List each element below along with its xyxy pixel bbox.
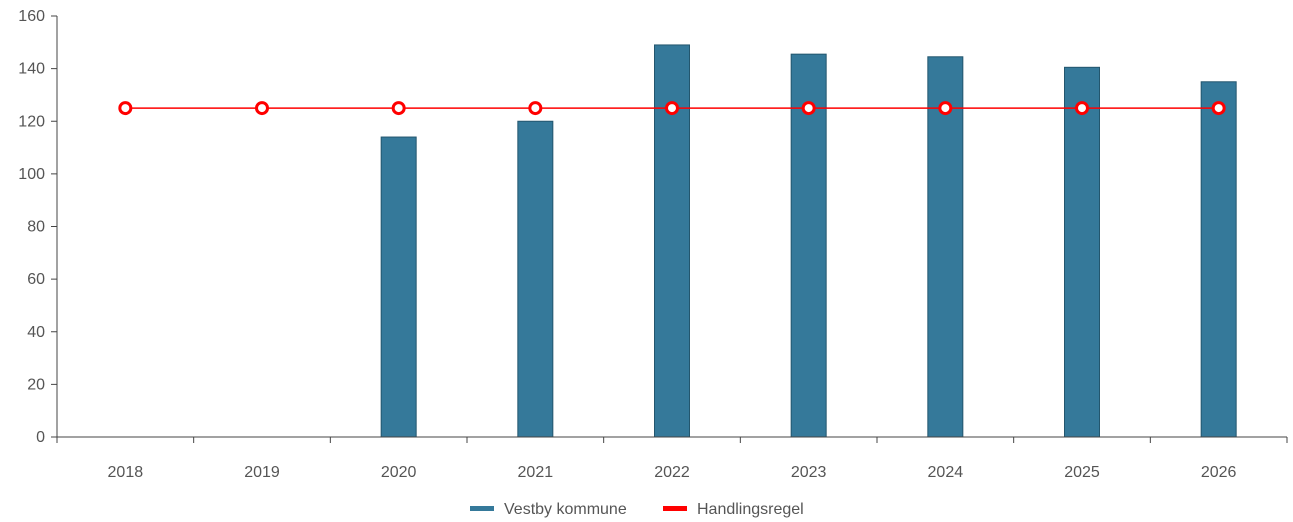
x-tick-label: 2019 <box>244 464 280 481</box>
bar-2026[interactable] <box>1200 81 1237 438</box>
line-point-2018[interactable] <box>118 101 133 116</box>
y-tick-label: 100 <box>18 166 45 183</box>
line-point-2020[interactable] <box>391 101 406 116</box>
line-point-2021[interactable] <box>528 101 543 116</box>
y-tick-label: 40 <box>27 324 45 341</box>
x-tick-label: 2021 <box>518 464 554 481</box>
y-tick-label: 160 <box>18 8 45 25</box>
legend-label-bar[interactable]: Vestby kommune <box>504 501 627 518</box>
legend-swatch-bar[interactable] <box>470 506 494 511</box>
y-tick-label: 120 <box>18 113 45 130</box>
y-tick-label: 0 <box>36 429 45 446</box>
y-tick-label: 20 <box>27 376 45 393</box>
bars-layer <box>380 44 1237 438</box>
y-tick-label: 60 <box>27 271 45 288</box>
x-tick-label: 2022 <box>654 464 690 481</box>
bar-2020[interactable] <box>380 136 417 438</box>
x-tick-label: 2024 <box>928 464 964 481</box>
line-point-2019[interactable] <box>255 101 269 116</box>
y-tick-label: 140 <box>18 61 45 78</box>
line-point-2025[interactable] <box>1075 101 1089 116</box>
y-tick-label: 80 <box>27 219 45 236</box>
x-tick-label: 2026 <box>1201 464 1237 481</box>
legend-label-line[interactable]: Handlingsregel <box>697 501 804 518</box>
line-point-2024[interactable] <box>938 101 953 116</box>
line-layer <box>118 101 1226 116</box>
legend: Vestby kommune Handlingsregel <box>470 501 804 518</box>
x-tick-label: 2018 <box>108 464 144 481</box>
x-tick-label: 2025 <box>1064 464 1100 481</box>
line-point-2023[interactable] <box>801 101 816 116</box>
axes-layer: 0 20 40 60 80 100 120 140 160 2018 2019 2020 2021 202… <box>18 8 1288 481</box>
line-point-2026[interactable] <box>1211 101 1226 116</box>
bar-2025[interactable] <box>1064 66 1100 438</box>
x-tick-label: 2020 <box>381 464 417 481</box>
bar-2023[interactable] <box>790 53 827 438</box>
bar-2021[interactable] <box>517 120 554 438</box>
legend-swatch-line[interactable] <box>663 506 687 511</box>
x-tick-label: 2023 <box>791 464 827 481</box>
line-point-2022[interactable] <box>665 101 679 116</box>
